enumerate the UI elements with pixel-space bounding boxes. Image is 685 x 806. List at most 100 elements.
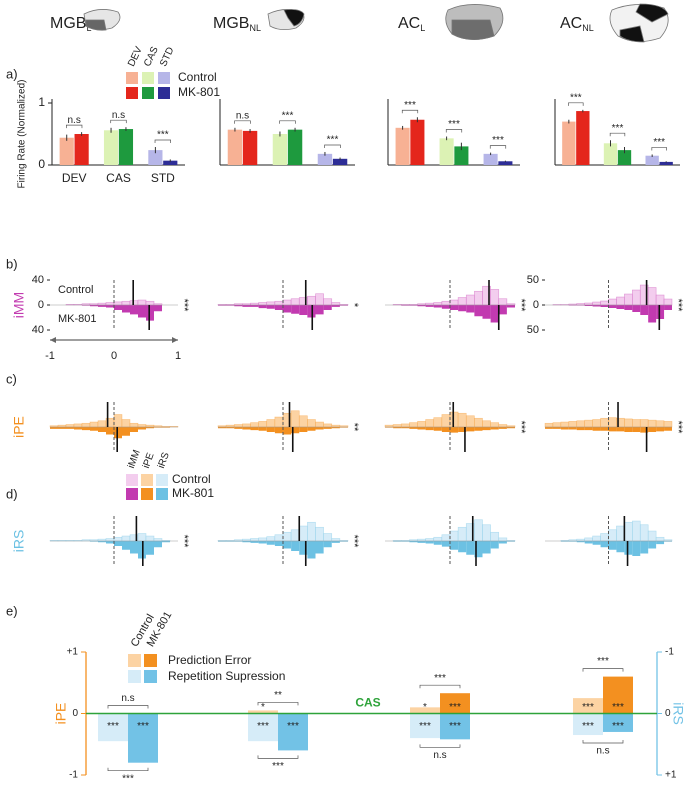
bar-mk801 (401, 541, 410, 542)
region-icons (83, 3, 669, 43)
x-tick-label: -1 (45, 350, 55, 362)
sig-bracket (651, 147, 667, 151)
bar-control (266, 301, 276, 306)
panel-label: d) (6, 486, 18, 501)
bar (573, 698, 603, 714)
bar-mk801 (130, 427, 138, 432)
bar-control (560, 421, 570, 428)
sig-bracket (568, 102, 584, 106)
bar-mk801 (122, 427, 130, 436)
bar-control (498, 424, 508, 428)
bar-mk801 (339, 427, 348, 428)
legend-measure: iRS (156, 451, 172, 470)
bar (242, 130, 258, 165)
bar-control (331, 538, 341, 542)
bar-mk801 (250, 427, 259, 431)
significance: * (348, 303, 360, 308)
significance: *** (448, 119, 460, 130)
bar-mk801 (331, 305, 340, 307)
bar-mk801 (482, 541, 491, 554)
bar (278, 713, 308, 751)
bar-mk801 (234, 305, 243, 307)
comparison: n.s (121, 693, 134, 704)
bar-mk801 (482, 305, 491, 319)
bar-mk801 (441, 305, 450, 309)
bar-significance: *** (582, 721, 594, 732)
sig-bracket (279, 120, 296, 124)
bar (59, 137, 74, 165)
bar-control (266, 536, 276, 542)
legend-swatch (141, 488, 153, 500)
bar-mk801 (339, 305, 348, 306)
bar (562, 121, 576, 165)
bar-mk801 (130, 305, 138, 315)
bar-mk801 (122, 305, 130, 313)
bar-control (433, 302, 443, 306)
bar-control (465, 294, 475, 306)
bar-mk801 (66, 427, 74, 429)
bar-control (145, 535, 155, 542)
bar (440, 693, 470, 714)
legend-category: DEV (126, 45, 145, 69)
bar-control (298, 525, 308, 542)
legend-label: MK-801 (172, 486, 214, 500)
bar-control (417, 421, 426, 428)
sig-bracket (154, 139, 171, 144)
significance: *** (515, 299, 527, 313)
bar-mk801 (258, 305, 267, 309)
sig-bracket (489, 145, 507, 149)
bar-mk801 (114, 427, 122, 439)
bar-mk801 (226, 427, 235, 429)
bar-mk801 (608, 427, 617, 432)
bar-mk801 (154, 427, 162, 428)
bar (603, 676, 633, 714)
bar-mk801 (584, 305, 593, 306)
comparison-bracket (582, 668, 624, 672)
comparison-bracket (107, 705, 149, 709)
bar-mk801 (608, 305, 617, 308)
y-tick-label: 50 (527, 324, 539, 336)
bar (603, 143, 618, 165)
bar-control (608, 298, 617, 306)
y-tick-label: 1 (38, 95, 45, 109)
series-label: MK-801 (58, 313, 97, 325)
bar-mk801 (616, 427, 625, 432)
bar-control (307, 295, 316, 306)
bar-mk801 (640, 427, 649, 433)
bar-mk801 (450, 427, 459, 433)
significance: n.s (112, 110, 125, 121)
bar-mk801 (568, 541, 577, 542)
bar-mk801 (226, 541, 235, 542)
bar-mk801 (482, 427, 491, 431)
bar-control (105, 538, 115, 542)
bar-significance: *** (449, 702, 461, 713)
bar-mk801 (291, 427, 300, 434)
sig-bracket (401, 109, 419, 114)
bar-mk801 (664, 305, 672, 310)
panel-label: b) (6, 256, 18, 271)
y-tick-label: 0 (533, 299, 539, 311)
bar-control (392, 424, 402, 428)
bar (498, 161, 513, 165)
bar (603, 713, 633, 732)
bar-control (639, 524, 649, 542)
bar-mk801 (307, 305, 316, 318)
bar-mk801 (146, 541, 154, 555)
bar-significance: *** (582, 702, 594, 713)
x-tick-label: STD (151, 171, 175, 185)
bar (410, 713, 440, 739)
bar-mk801 (600, 541, 609, 548)
bar-control (482, 524, 491, 542)
bar-mk801 (664, 427, 672, 431)
bar-mk801 (433, 427, 442, 431)
y-tick-label: 0 (38, 157, 45, 171)
significance: *** (348, 535, 360, 549)
bar-mk801 (441, 541, 450, 547)
row-label: iPE (11, 416, 27, 438)
series-label: Control (58, 284, 93, 296)
region-name: AC (398, 15, 420, 32)
bar-mk801 (441, 427, 450, 432)
bar-mk801 (417, 305, 426, 307)
bar-control (274, 534, 284, 542)
bar-control (474, 519, 483, 542)
